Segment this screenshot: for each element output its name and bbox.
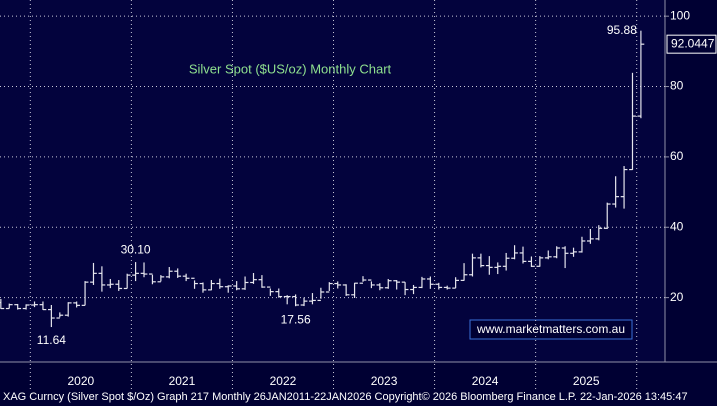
- y-tick-label: 80: [670, 79, 684, 93]
- plot-area: [0, 0, 665, 362]
- annotation: 17.56: [281, 312, 311, 326]
- annotation: 30.10: [121, 242, 151, 256]
- x-tick-label: 2022: [270, 374, 297, 388]
- annotation: 95.88: [607, 23, 637, 37]
- watermark: www.marketmatters.com.au: [476, 322, 625, 336]
- x-tick-label: 2024: [472, 374, 499, 388]
- x-tick-label: 2020: [67, 374, 94, 388]
- footer: XAG Curncy (Silver Spot $/Oz) Graph 217 …: [3, 391, 688, 403]
- y-tick-label: 60: [670, 149, 684, 163]
- x-tick-label: 2021: [169, 374, 196, 388]
- last-price-box: [666, 34, 717, 54]
- x-tick-label: 2025: [573, 374, 600, 388]
- y-tick-label: 100: [670, 8, 690, 22]
- y-tick-label: 40: [670, 219, 684, 233]
- x-tick-label: 2023: [371, 374, 398, 388]
- watermark-box: [469, 319, 633, 340]
- annotation: 11.64: [37, 333, 66, 347]
- y-tick-label: 20: [670, 290, 684, 304]
- chart-title: Silver Spot ($US/oz) Monthly Chart: [189, 61, 392, 76]
- last-price-label: 92.0447: [671, 36, 715, 50]
